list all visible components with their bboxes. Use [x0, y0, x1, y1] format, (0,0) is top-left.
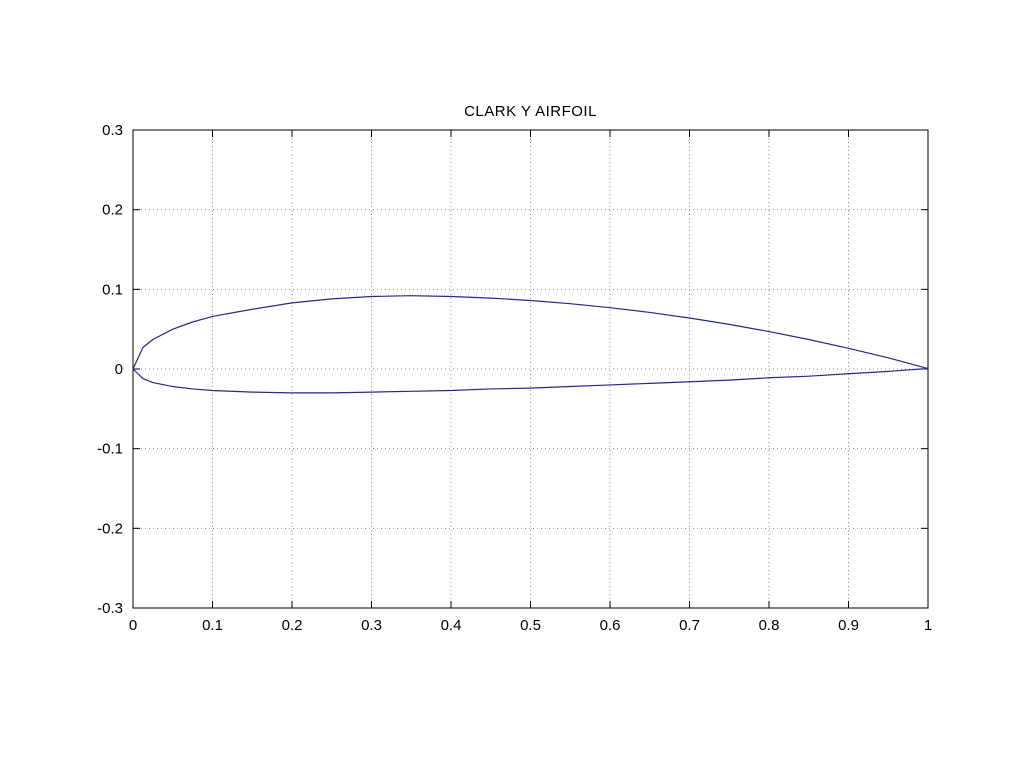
chart-title: CLARK Y AIRFOIL	[464, 103, 597, 120]
x-tick-label: 0.5	[520, 617, 541, 634]
airfoil-curve	[132, 295, 929, 394]
x-tick-label: 0.4	[441, 617, 462, 634]
x-tick-label: 0.8	[759, 617, 780, 634]
y-tick-label: -0.1	[97, 441, 123, 458]
x-tick-label: 0.9	[838, 617, 859, 634]
x-tick-label: 0.3	[361, 617, 382, 634]
y-tick-label: -0.3	[97, 600, 123, 617]
y-tick-label: -0.2	[97, 520, 123, 537]
plot-box	[132, 129, 929, 609]
x-tick-label: 1	[924, 617, 932, 634]
y-tick-label: 0	[115, 361, 123, 378]
x-tick-label: 0.1	[202, 617, 223, 634]
x-tick-label: 0	[129, 617, 137, 634]
y-tick-label: 0.1	[102, 281, 123, 298]
x-tick-label: 0.6	[600, 617, 621, 634]
y-tick-label: 0.2	[102, 202, 123, 219]
x-tick-label: 0.7	[679, 617, 700, 634]
x-tick-label: 0.2	[282, 617, 303, 634]
y-tick-label: 0.3	[102, 122, 123, 139]
